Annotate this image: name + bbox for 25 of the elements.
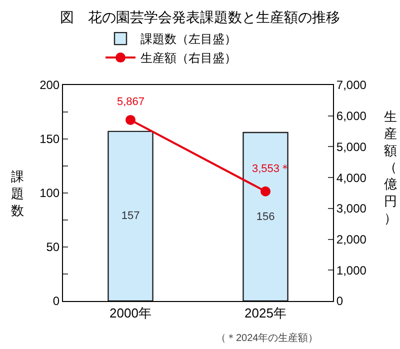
y-axis-title: 課題数 — [11, 169, 24, 218]
x-tick-label: 2000年 — [110, 306, 152, 321]
text: （＊2024年の生産額） — [216, 332, 318, 344]
chart-title: 図 花の園芸学会発表課題数と生産額の推移 — [60, 9, 340, 26]
y2-tick-label: 2,000 — [336, 232, 367, 246]
x-tick-label: 2025年 — [244, 306, 286, 321]
data-label: 157 — [121, 210, 140, 222]
data-label: 3,553＊ — [252, 163, 291, 175]
y2-axis-title: 生産額（億円） — [384, 109, 397, 226]
y2-tick-label: 4,000 — [336, 170, 367, 185]
y2-tick-label: 0 — [336, 294, 344, 308]
data-label: 156 — [256, 210, 275, 223]
y2-tick-label: 3,000 — [336, 202, 367, 216]
y2-tick-label: 5,000 — [336, 140, 367, 154]
legend-label: 生産額（右目盛） — [140, 51, 236, 66]
y-tick-label: 0 — [52, 294, 60, 308]
y-tick-label: 50 — [46, 240, 60, 254]
y2-tick-label: 1,000 — [336, 263, 367, 278]
y-tick-label: 200 — [40, 78, 60, 92]
y2-tick-label: 7,000 — [336, 78, 367, 92]
y2-tick-label: 6,000 — [336, 109, 367, 124]
y-tick-label: 150 — [40, 132, 60, 146]
data-label: 5,867 — [117, 96, 145, 108]
legend-label: 課題数（左目盛） — [140, 32, 236, 46]
y-tick-label: 100 — [40, 186, 60, 200]
